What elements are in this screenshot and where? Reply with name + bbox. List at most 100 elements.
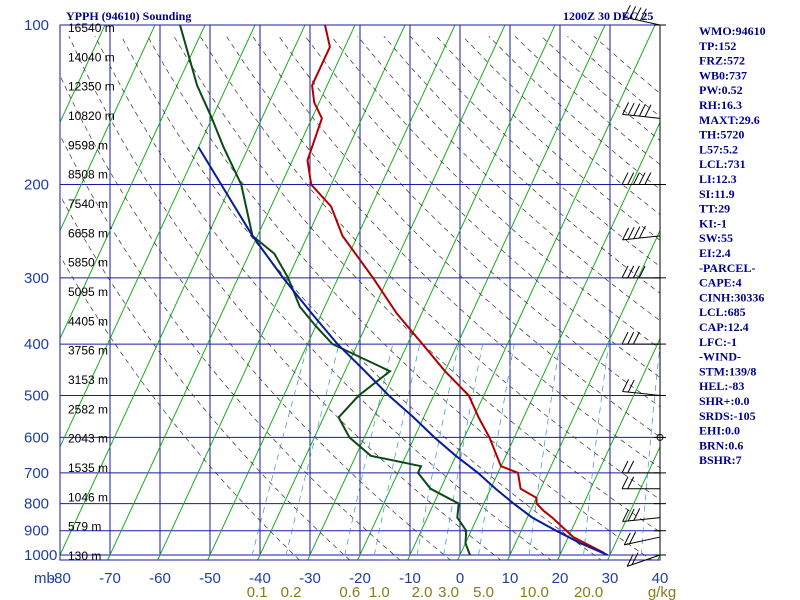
index-value: BSHR:7 xyxy=(699,453,742,467)
barb-flag xyxy=(627,102,635,116)
mixing-ratio-line xyxy=(640,344,660,560)
sounding-time: 1200Z 30 DEC 25 xyxy=(563,9,653,23)
dry-adiabat xyxy=(252,35,660,438)
pressure-tick-label: 100 xyxy=(24,17,49,34)
barb-flag xyxy=(622,509,630,522)
isotherm-line xyxy=(157,25,406,560)
temp-tick-label: -20 xyxy=(349,570,371,587)
height-label: 6658 m xyxy=(68,226,108,240)
index-value: PW:0.52 xyxy=(699,83,743,97)
barb-flag xyxy=(627,265,635,279)
index-value: WMO:94610 xyxy=(699,24,766,38)
mixing-ratio-line xyxy=(284,344,340,560)
barb-flag xyxy=(621,331,629,345)
temp-tick-label: -40 xyxy=(249,570,271,587)
mixing-ratio-label: 20.0 xyxy=(574,584,603,600)
barb-staff xyxy=(622,235,661,241)
height-label: 4405 m xyxy=(68,314,108,328)
isotherm-line xyxy=(357,25,606,560)
mixing-ratio-label: 1.0 xyxy=(369,584,390,600)
barb-flag xyxy=(629,531,637,544)
dry-adiabat xyxy=(409,35,660,267)
height-label: 10820 m xyxy=(68,109,115,123)
barb-flag xyxy=(627,379,635,393)
dry-adiabat xyxy=(567,35,660,118)
isotherm-line xyxy=(407,25,656,560)
index-value: L57:5.2 xyxy=(699,142,738,156)
barb-flag xyxy=(638,172,646,185)
height-label: 3153 m xyxy=(68,373,108,387)
pressure-tick-label: 900 xyxy=(24,523,49,540)
barb-flag xyxy=(644,172,652,185)
wind-barb xyxy=(622,102,661,119)
isotherm-line xyxy=(60,25,256,449)
barb-flag xyxy=(632,331,640,345)
mixing-ratio-label: 2.0 xyxy=(412,584,433,600)
index-value: TP:152 xyxy=(699,39,736,53)
index-value: EI:2.4 xyxy=(699,246,731,260)
temp-tick-label: -30 xyxy=(299,570,321,587)
height-label: 2043 m xyxy=(68,432,108,446)
barb-flag xyxy=(621,172,629,185)
wind-barb xyxy=(621,265,660,279)
temp-tick-label: 10 xyxy=(502,570,519,587)
index-value: LFC:-1 xyxy=(699,335,737,349)
wind-barb xyxy=(623,531,661,546)
index-value: MAXT:29.6 xyxy=(699,113,760,127)
barb-flag xyxy=(622,102,630,115)
mixing-ratio-label: 0.6 xyxy=(339,584,360,600)
barb-staff xyxy=(622,517,661,523)
barb-flag xyxy=(627,331,635,345)
index-value: SW:55 xyxy=(699,231,733,245)
isotherm-line xyxy=(307,25,556,560)
isotherm-line xyxy=(207,25,456,560)
pressure-tick-label: 600 xyxy=(24,429,49,446)
isotherm-line xyxy=(60,25,306,557)
index-value: RH:16.3 xyxy=(699,98,742,112)
barb-flag xyxy=(633,103,641,116)
isotherm-line xyxy=(507,229,660,560)
barb-flag xyxy=(633,226,641,239)
dry-adiabat xyxy=(94,36,552,560)
barb-flag xyxy=(631,552,639,565)
temp-tick-label: -10 xyxy=(399,570,421,587)
wind-barb xyxy=(626,552,661,567)
barb-flag xyxy=(627,172,635,185)
dry-adiabat xyxy=(173,36,660,533)
dry-adiabat xyxy=(331,35,660,350)
barb-flag xyxy=(623,532,631,546)
mixing-ratio-label: 0.2 xyxy=(281,584,302,600)
index-value: TT:29 xyxy=(699,202,730,216)
height-label: 5095 m xyxy=(68,285,108,299)
barb-flag xyxy=(621,265,629,279)
index-value: LCL:685 xyxy=(699,305,746,319)
temp-tick-label: 0 xyxy=(456,570,464,587)
isotherm-line xyxy=(457,121,660,560)
barb-flag xyxy=(622,379,630,392)
index-value: -WIND- xyxy=(699,350,741,364)
mixing-ratio-label: 3.0 xyxy=(438,584,459,600)
pressure-tick-label: 200 xyxy=(24,177,49,194)
index-value: EHI:0.0 xyxy=(699,424,740,438)
dry-adiabat xyxy=(121,36,602,560)
barb-flag xyxy=(632,172,640,185)
dry-adiabat xyxy=(147,36,653,560)
wind-barb xyxy=(622,225,661,241)
mixing-ratio-line xyxy=(528,344,561,560)
temp-tick-label: 30 xyxy=(602,570,619,587)
index-value: -PARCEL- xyxy=(699,261,755,275)
index-value: LI:12.3 xyxy=(699,172,737,186)
temp-tick-label: 20 xyxy=(552,570,569,587)
barb-flag xyxy=(627,508,635,522)
barb-flag xyxy=(638,225,646,239)
height-label: 579 m xyxy=(68,520,101,534)
barb-flag xyxy=(627,227,635,240)
barb-flag xyxy=(627,460,635,474)
dry-adiabat xyxy=(593,35,660,94)
wind-barb xyxy=(623,4,661,26)
temperature-profile xyxy=(306,25,607,556)
barb-flag xyxy=(639,8,647,21)
pressure-tick-label: 400 xyxy=(24,336,49,353)
barb-flag xyxy=(621,460,629,474)
